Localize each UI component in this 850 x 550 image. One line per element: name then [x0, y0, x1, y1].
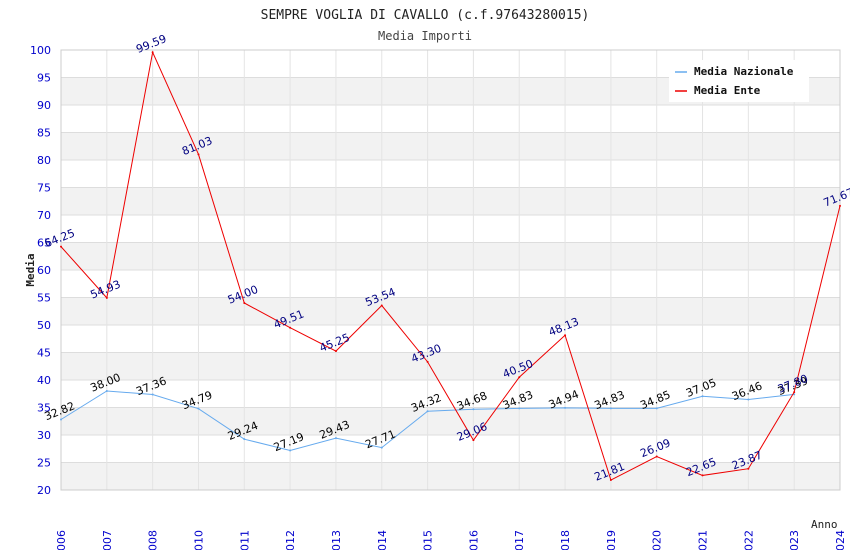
x-tick-label: 2017 — [513, 530, 526, 550]
chart-subtitle: Media Importi — [378, 29, 472, 43]
x-tick-label: 2014 — [376, 530, 389, 550]
legend-label-media-ente: Media Ente — [694, 84, 761, 97]
x-tick-label: 2007 — [101, 530, 114, 550]
grid-band — [61, 242, 840, 270]
x-tick-label: 2016 — [467, 530, 480, 550]
x-axis-label: Anno — [811, 518, 838, 531]
x-tick-label: 2018 — [559, 530, 572, 550]
legend: Media Nazionale Media Ente — [669, 60, 809, 102]
plot-frame — [60, 49, 841, 491]
y-tick-label: 60 — [37, 264, 51, 277]
data-point — [564, 334, 567, 337]
data-point — [105, 390, 108, 392]
data-point — [380, 304, 383, 307]
x-tick-label: 2022 — [742, 530, 755, 550]
data-point — [518, 376, 521, 379]
data-label: 45.25 — [318, 331, 352, 355]
data-point — [426, 360, 429, 363]
y-tick-label: 95 — [37, 72, 51, 85]
legend-box — [669, 60, 809, 102]
data-point — [243, 438, 246, 441]
data-point — [701, 474, 704, 477]
data-point — [426, 410, 429, 413]
y-tick-label: 85 — [37, 127, 51, 140]
x-tick-label: 2024 — [834, 530, 847, 550]
y-tick-label: 20 — [37, 484, 51, 497]
data-point — [655, 455, 658, 458]
data-point — [839, 204, 841, 207]
x-tick-label: 2011 — [238, 530, 251, 550]
y-tick-label: 80 — [37, 154, 51, 167]
data-point — [793, 391, 796, 394]
chart-title: SEMPRE VOGLIA DI CAVALLO (c.f.9764328001… — [261, 8, 590, 23]
grid-bands — [61, 77, 840, 490]
data-point — [334, 350, 337, 353]
y-tick-label: 65 — [37, 237, 51, 250]
data-point — [472, 408, 475, 411]
y-tick-label: 35 — [37, 402, 51, 415]
y-tick-label: 75 — [37, 182, 51, 195]
x-tick-label: 2015 — [422, 530, 435, 550]
data-point — [289, 449, 292, 452]
grid-band — [61, 352, 840, 380]
series-line-media-ente — [60, 50, 841, 481]
x-tick-label: 2021 — [697, 530, 710, 550]
data-label: 26.09 — [638, 436, 672, 460]
data-point — [105, 296, 108, 299]
data-point — [472, 439, 475, 442]
data-point — [518, 407, 521, 410]
data-point — [747, 398, 750, 401]
x-tick-label: 2010 — [192, 530, 205, 550]
data-point — [197, 407, 200, 410]
data-point — [60, 245, 62, 248]
series-lines — [60, 50, 841, 482]
y-tick-label: 90 — [37, 99, 51, 112]
y-axis-ticks: 20 25 30 35 40 45 50 55 60 65 70 75 80 85 90 95 100 — [30, 44, 51, 497]
data-point — [609, 407, 612, 410]
data-point — [289, 326, 292, 329]
grid-band — [61, 407, 840, 435]
data-point — [747, 467, 750, 470]
data-point — [609, 479, 612, 482]
data-point — [701, 395, 704, 398]
x-tick-label: 2006 — [55, 530, 68, 550]
y-tick-label: 55 — [37, 292, 51, 305]
grid-band — [61, 132, 840, 160]
x-tick-label: 2020 — [651, 530, 664, 550]
grid-band — [61, 187, 840, 215]
y-tick-label: 40 — [37, 374, 51, 387]
x-tick-label: 2013 — [330, 530, 343, 550]
y-tick-label: 25 — [37, 457, 51, 470]
x-tick-label: 2012 — [284, 530, 297, 550]
x-tick-label: 2019 — [605, 530, 618, 550]
x-tick-label: 2008 — [147, 530, 160, 550]
data-label: 99.59 — [134, 32, 168, 56]
grid-band — [61, 462, 840, 490]
data-point — [151, 51, 154, 54]
y-axis-label: Media — [24, 253, 37, 286]
y-tick-label: 70 — [37, 209, 51, 222]
y-tick-label: 100 — [30, 44, 51, 57]
data-point — [60, 418, 62, 421]
grid-band — [61, 297, 840, 325]
data-point — [380, 446, 383, 449]
data-point — [334, 437, 337, 440]
x-tick-label: 2023 — [788, 530, 801, 550]
legend-label-media-nazionale: Media Nazionale — [694, 65, 794, 78]
data-point — [151, 393, 154, 396]
data-point — [655, 407, 658, 410]
y-tick-label: 45 — [37, 347, 51, 360]
data-point — [197, 153, 200, 156]
y-tick-label: 30 — [37, 429, 51, 442]
x-axis-ticks: 2006 2007 2008 2010 2011 2012 2013 2014 2015 2016… — [55, 530, 847, 550]
data-point — [564, 406, 567, 409]
data-point — [243, 302, 246, 304]
y-tick-label: 50 — [37, 319, 51, 332]
